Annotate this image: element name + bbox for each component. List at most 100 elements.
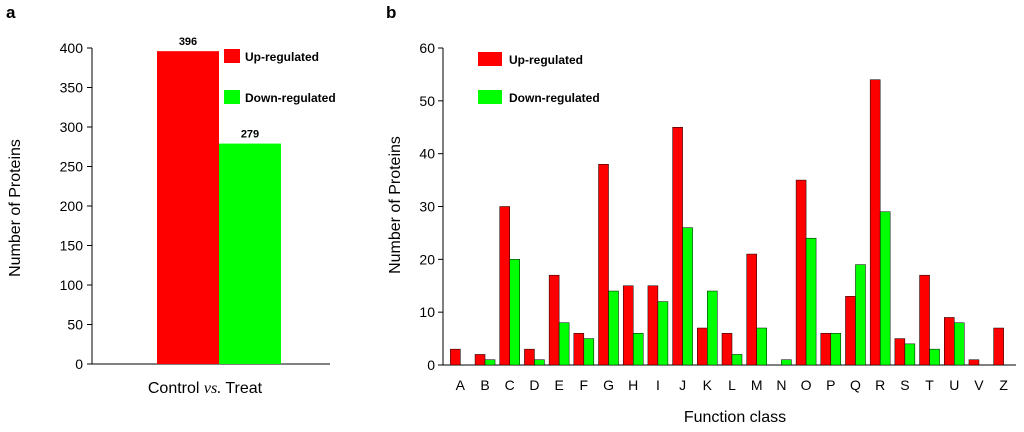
chart-a-ytick-label: 0	[75, 356, 83, 372]
chart-b-bar-down	[484, 359, 496, 366]
chart-b-bar-down	[781, 359, 792, 366]
chart-b-xtick-label: V	[974, 377, 984, 393]
chart-a-legend-label: Up-regulated	[245, 50, 319, 64]
chart-b-xtick-label: D	[529, 377, 539, 393]
chart-b-ytick-label: 40	[419, 146, 435, 162]
chart-a-ytick-label: 400	[60, 40, 84, 56]
chart-a-ytick-label: 50	[67, 317, 83, 333]
chart-b-xtick-label: A	[456, 377, 466, 393]
panel-a-label: a	[6, 3, 16, 22]
chart-b-bar-up	[869, 79, 881, 366]
chart-b-bar-down	[657, 301, 669, 366]
chart-b-bar-down	[954, 322, 965, 366]
chart-b-xtick-label: H	[628, 377, 638, 393]
chart-a-data-label: 396	[179, 36, 197, 48]
chart-b-bar-up	[573, 333, 585, 366]
chart-b-bar-down	[879, 211, 891, 366]
chart-b-xtick-label: C	[505, 377, 515, 393]
chart-b-xtick-label: Z	[999, 377, 1008, 393]
chart-b: 0 10 20 30 40 50 60 A B C D E F G H I J K L M N O P Q R S T U V Z Up-r…	[419, 40, 1016, 393]
chart-a-legend-swatch	[224, 90, 240, 104]
chart-b-xlabel: Function class	[684, 409, 786, 426]
chart-b-bar-up	[524, 348, 535, 366]
chart-b-bar-down	[929, 348, 940, 366]
chart-b-ytick-label: 30	[419, 199, 435, 215]
chart-a-data-label: 279	[241, 129, 259, 141]
chart-b-legend-swatch	[478, 90, 502, 104]
chart-b-ytick-label: 20	[419, 251, 435, 267]
chart-b-bar-down	[632, 333, 644, 366]
chart-b-bar-up	[968, 359, 980, 366]
chart-b-xtick-label: T	[925, 377, 934, 393]
chart-b-bar-down	[830, 333, 842, 366]
chart-b-bar-down	[509, 259, 520, 366]
chart-b-bar-up	[622, 285, 634, 366]
chart-b-bar-up	[598, 163, 609, 366]
chart-b-bar-up	[474, 354, 486, 366]
chart-b-ytick-label: 10	[419, 304, 435, 320]
chart-b-xtick-label: L	[728, 377, 736, 393]
chart-b-bar-down	[731, 354, 743, 366]
chart-b-legend-label: Down-regulated	[509, 91, 600, 105]
chart-b-bar-down	[707, 290, 718, 366]
chart-b-bar-up	[672, 127, 683, 366]
chart-b-xtick-label: I	[656, 377, 660, 393]
chart-a-xlabel: Control vs. Treat	[148, 380, 263, 397]
chart-b-xtick-label: M	[751, 377, 763, 393]
chart-a-legend-swatch	[224, 49, 240, 63]
chart-b-xtick-label: S	[900, 377, 909, 393]
chart-b-bar-down	[558, 322, 570, 366]
chart-b-bar-down	[756, 327, 767, 366]
chart-b-ytick-label: 50	[419, 93, 435, 109]
chart-b-xtick-label: N	[776, 377, 786, 393]
chart-b-bar-up	[647, 285, 659, 366]
chart-b-bar-down	[583, 338, 595, 366]
panel-b-label: b	[386, 3, 396, 22]
chart-b-xtick-label: K	[703, 377, 713, 393]
chart-b-xtick-label: F	[580, 377, 589, 393]
chart-a-ytick-label: 250	[60, 159, 84, 175]
chart-b-xtick-label: J	[679, 377, 686, 393]
chart-b-xtick-label: Q	[850, 377, 861, 393]
chart-b-bar-up	[919, 274, 930, 366]
chart-b-legend-label: Up-regulated	[509, 53, 583, 67]
chart-b-bar-up	[721, 333, 733, 366]
chart-b-ytick-label: 0	[427, 357, 435, 373]
chart-b-bar-up	[746, 253, 757, 366]
chart-a-ylabel: Number of Proteins	[7, 139, 24, 277]
chart-b-xtick-label: U	[949, 377, 959, 393]
chart-a-bar-down	[219, 143, 281, 364]
chart-b-bar-down	[904, 343, 916, 366]
chart-b-bar-up	[993, 327, 1004, 366]
chart-b-xtick-label: B	[480, 377, 489, 393]
chart-b-xtick-label: E	[554, 377, 563, 393]
chart-b-xtick-label: R	[875, 377, 885, 393]
chart-b-xtick-label: G	[603, 377, 614, 393]
chart-a-ytick-label: 150	[60, 238, 84, 254]
chart-b-bar-up	[697, 327, 708, 366]
chart-a-bar-up	[157, 51, 219, 364]
chart-b-bar-up	[548, 274, 560, 366]
chart-b-xtick-label: P	[826, 377, 835, 393]
chart-b-ylabel: Number of Proteins	[387, 136, 404, 274]
chart-b-bar-up	[795, 179, 807, 366]
chart-b-bar-down	[855, 264, 866, 366]
chart-b-bar-up	[499, 206, 510, 366]
chart-b-bar-down	[805, 237, 817, 366]
chart-b-bar-up	[894, 338, 906, 366]
chart-b-bar-up	[944, 317, 955, 366]
chart-a-ytick-label: 350	[60, 80, 84, 96]
chart-b-bar-down	[608, 290, 619, 366]
chart-b-bar-down	[682, 227, 693, 366]
chart-a-ytick-label: 300	[60, 119, 84, 135]
chart-a-legend-label: Down-regulated	[245, 91, 336, 105]
chart-b-legend-swatch	[478, 52, 502, 66]
chart-b-bar-up	[450, 348, 461, 366]
chart-b-bar-up	[845, 296, 856, 366]
chart-a-ytick-label: 100	[60, 277, 84, 293]
chart-b-bar-up	[820, 333, 832, 366]
chart-b-bar-down	[534, 359, 545, 366]
chart-a: 0 50 100 150 200 250 300 350 400 396 279 Up-regulat…	[60, 36, 336, 372]
chart-b-ytick-label: 60	[419, 40, 435, 56]
